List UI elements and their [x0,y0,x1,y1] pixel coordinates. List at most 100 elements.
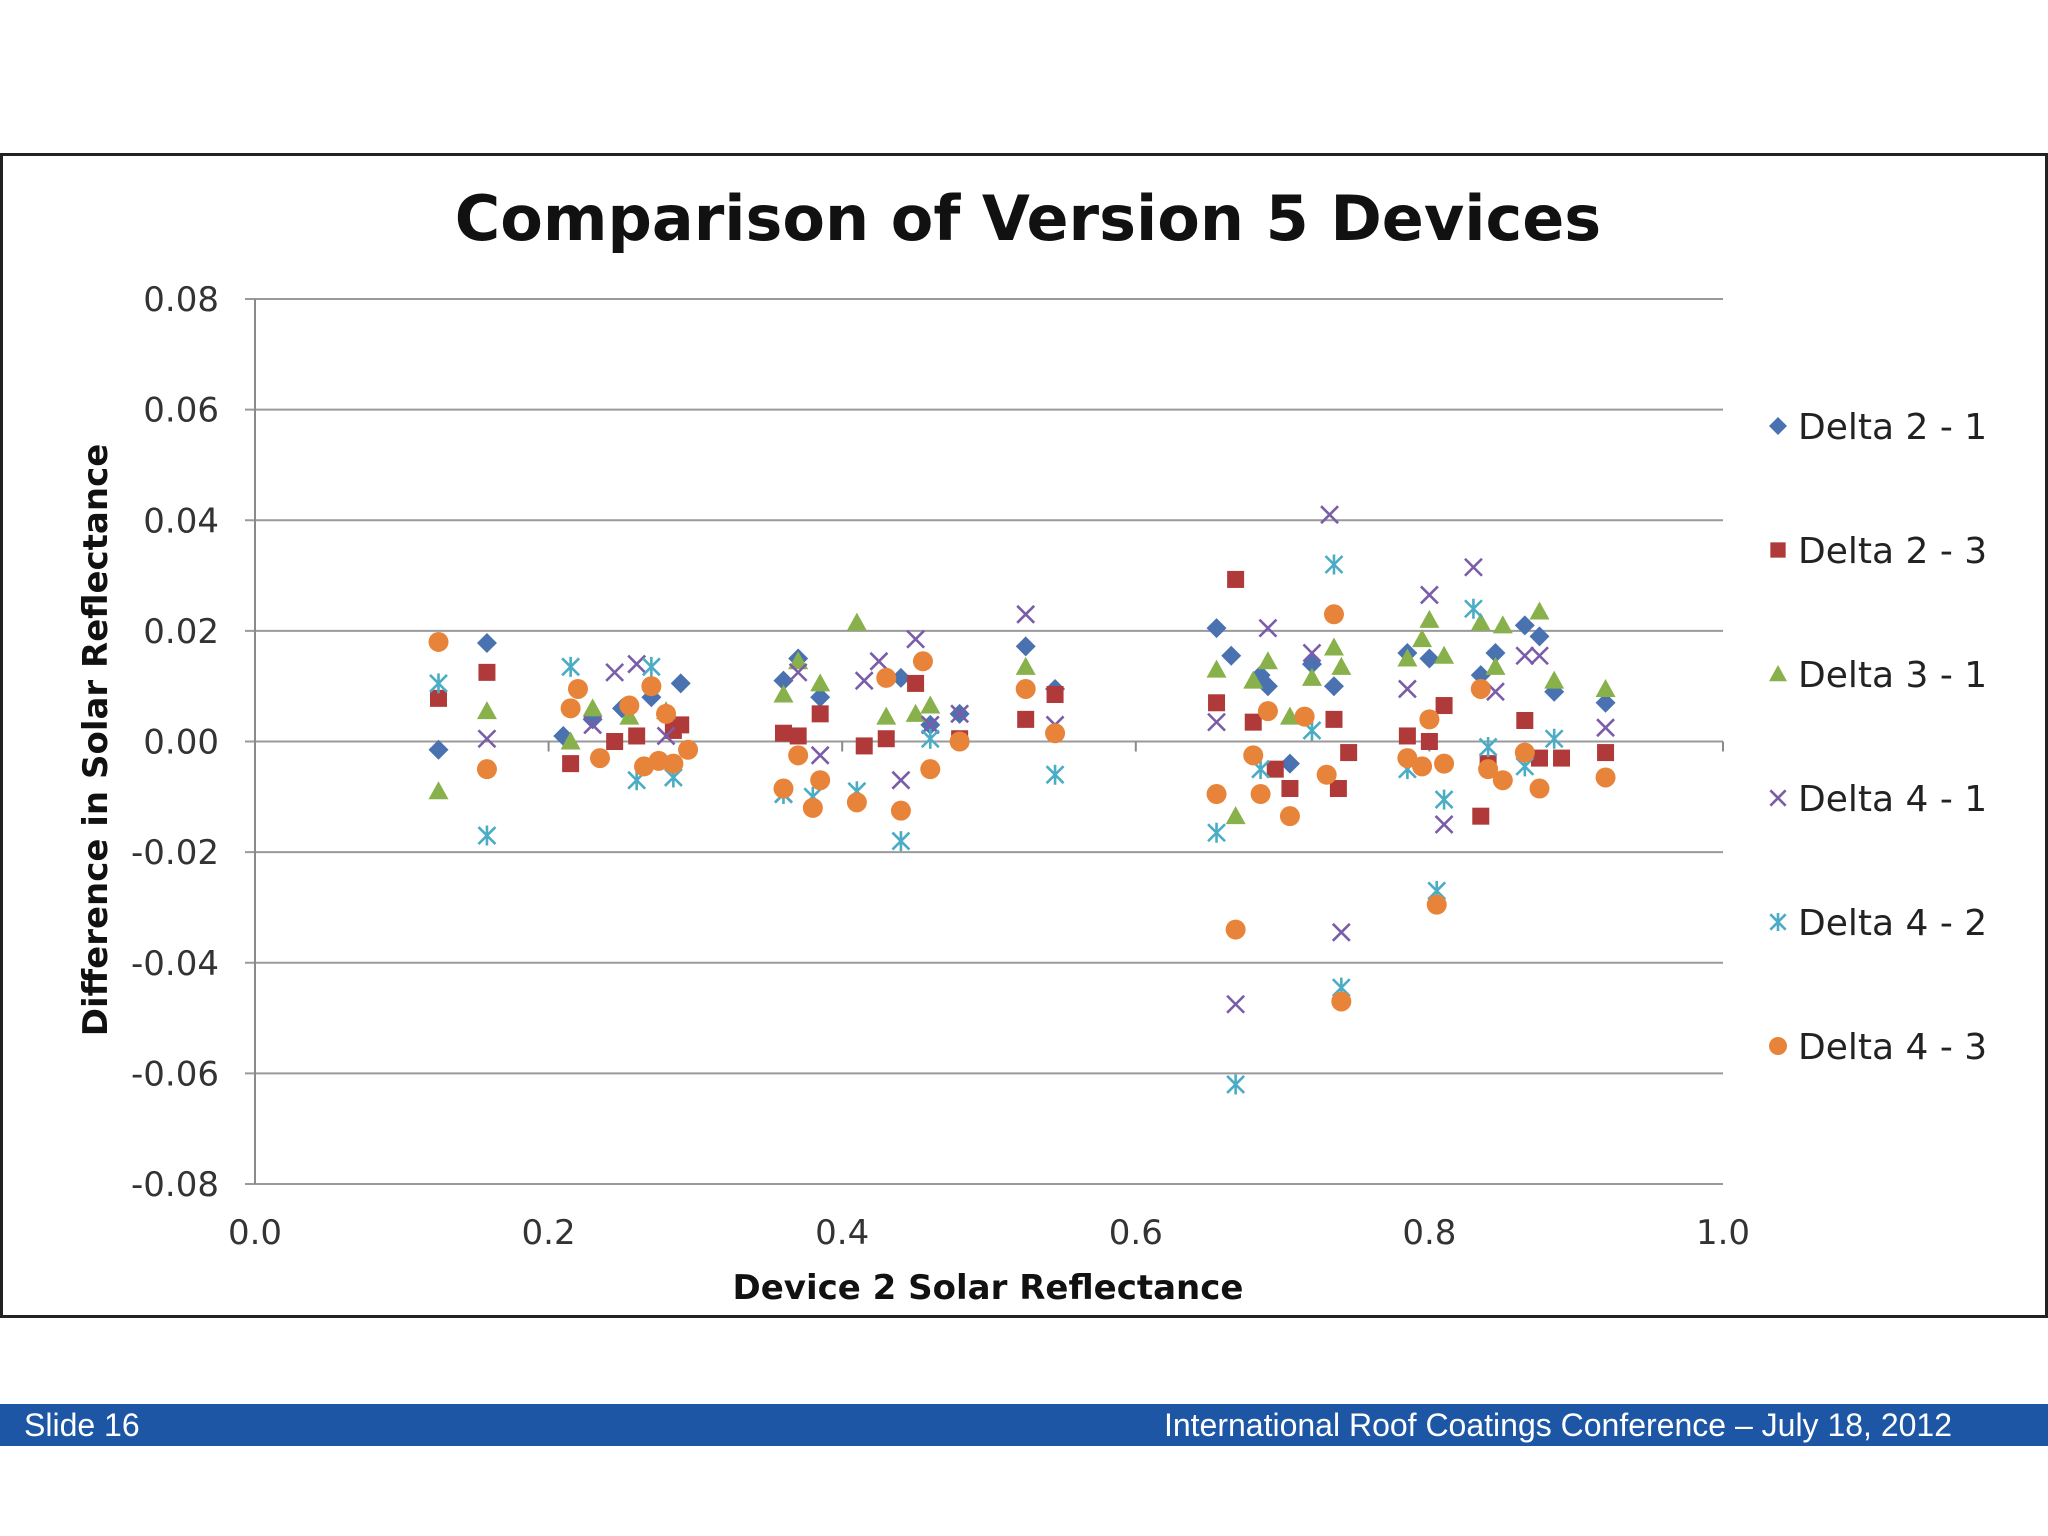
slide-number: Slide 16 [24,1407,140,1443]
data-point [788,662,808,682]
x-tick-label: 0.8 [1402,1213,1456,1253]
data-point [561,656,581,677]
data-point [773,670,794,691]
data-point [1340,744,1358,762]
data-point [560,698,581,719]
data-point [476,633,497,654]
legend: Delta 2 - 1 Delta 2 - 3 Delta 3 - 1 Delta 4… [1769,407,1987,1068]
y-tick-label: 0.02 [143,612,219,652]
data-point [619,706,640,725]
data-point [810,770,831,791]
x-tick-labels: 0.0 0.2 0.4 0.6 0.8 1.0 [228,1213,1750,1253]
data-point [628,727,646,745]
data-point [773,778,794,799]
data-point [1243,745,1264,766]
data-point [1516,711,1534,729]
legend-item: Delta 3 - 1 [1769,655,1987,696]
data-point [846,612,867,631]
data-point [810,673,831,692]
data-point [1324,554,1344,575]
y-tick-label: -0.06 [131,1054,219,1094]
series-4 [429,554,1564,1095]
data-point [1294,706,1315,727]
conference-caption: International Roof Coatings Conference –… [1163,1407,1952,1443]
x-tick-label: 1.0 [1696,1213,1750,1253]
data-point [1208,694,1226,712]
data-point [619,695,640,716]
data-point [567,678,588,699]
legend-label: Delta 4 - 2 [1798,903,1987,944]
gridlines [245,298,1723,1185]
data-point [1434,645,1455,664]
data-point [1015,656,1036,675]
data-point [1279,806,1300,827]
data-point [1323,637,1344,656]
legend-marker [1769,789,1787,807]
data-point [1529,601,1550,620]
y-tick-labels: 0.08 0.06 0.04 0.02 0.00 -0.02 -0.04 -0.06 -0.08 [131,280,219,1205]
data-point [869,651,889,671]
y-tick-label: 0.04 [143,501,219,541]
data-point [477,825,497,846]
data-point [476,701,497,720]
data-point [1302,643,1322,663]
data-point [1207,712,1226,732]
data-point [1226,994,1246,1014]
x-tick-label: 0.0 [228,1213,282,1253]
data-point [1544,728,1564,749]
data-point [1397,648,1418,667]
data-point [477,729,497,749]
data-point [429,673,448,694]
x-axis-label: Device 2 Solar Reflectance [733,1268,1244,1308]
data-point [1206,784,1227,805]
data-point [890,800,911,821]
data-point [1485,656,1506,675]
data-point [1464,598,1483,619]
data-point [560,731,581,750]
data-point [1323,604,1344,625]
legend-marker [1769,417,1787,435]
data-point [1412,756,1433,777]
legend-item: Delta 4 - 1 [1769,779,1987,820]
data-point [855,737,873,755]
data-point [891,770,911,790]
data-point [663,753,684,774]
data-point [1226,1074,1246,1095]
data-point [1398,727,1416,745]
data-point [1434,753,1455,774]
data-point [1331,656,1352,675]
data-point [428,631,449,652]
legend-label: Delta 4 - 1 [1798,779,1987,820]
data-point [670,673,691,694]
data-point [802,797,823,818]
data-point [1595,678,1616,697]
data-point [1485,643,1506,663]
data-point [1301,667,1322,686]
data-point [1206,618,1227,639]
data-point [890,667,911,688]
x-tick-label: 0.6 [1109,1213,1163,1253]
data-points [428,505,1616,1095]
data-point [1434,789,1454,810]
data-point [1514,615,1535,636]
y-axis-label: Difference in Solar Reflectance [76,444,116,1037]
data-point [920,759,941,780]
data-point [1257,651,1278,670]
data-point [1320,505,1339,525]
data-point [428,739,449,760]
y-tick-label: 0.06 [143,391,219,431]
legend-label: Delta 2 - 1 [1798,407,1987,448]
data-point [906,629,926,649]
data-point [583,715,603,735]
data-point [1250,784,1271,805]
data-point [950,704,970,724]
data-point [1279,706,1300,725]
data-point [854,671,874,691]
chart-frame: Comparison of Version 5 Devices 0.08 0.06… [0,153,2048,1318]
series-2 [428,601,1616,825]
data-point [1266,760,1284,778]
data-point [589,748,610,769]
data-point [1472,807,1490,825]
data-point [1316,764,1337,785]
data-point [788,651,809,670]
